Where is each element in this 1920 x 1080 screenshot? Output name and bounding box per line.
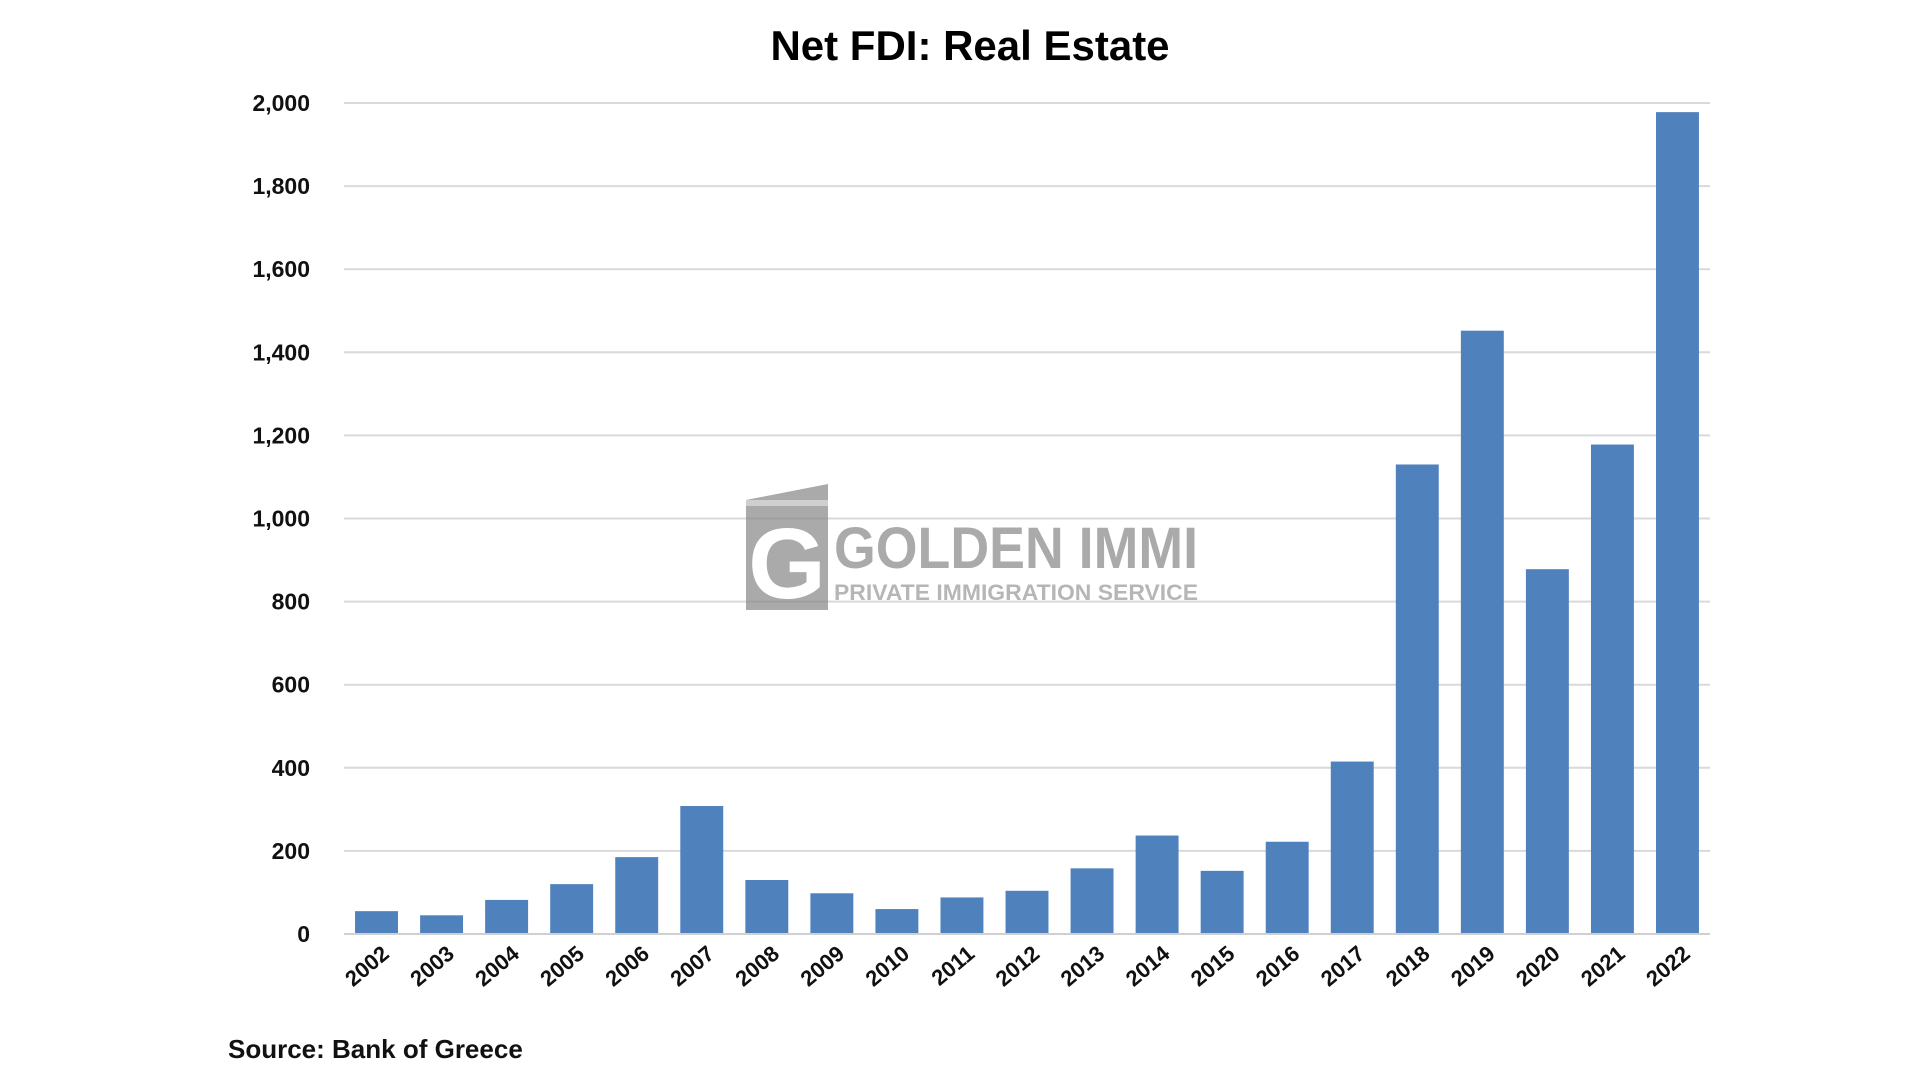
x-tick-label: 2007 [665, 941, 719, 992]
bar-2006 [615, 857, 659, 934]
chart-title: Net FDI: Real Estate [770, 22, 1169, 69]
gridlines [344, 102, 1710, 852]
x-tick-label: 2017 [1316, 941, 1370, 992]
bar-2022 [1656, 112, 1699, 935]
bar-2012 [1005, 890, 1049, 934]
bar-2015 [1200, 870, 1244, 934]
watermark-brand: GOLDEN IMMI [834, 516, 1198, 581]
x-tick-label: 2003 [405, 941, 459, 992]
y-tick-label: 400 [272, 755, 310, 781]
x-tick-label: 2010 [861, 941, 915, 992]
x-tick-label: 2004 [470, 940, 524, 991]
x-tick-label: 2011 [927, 941, 980, 991]
y-tick-label: 800 [272, 589, 310, 615]
bar-2004 [485, 899, 529, 934]
y-tick-label: 1,400 [252, 339, 310, 365]
x-tick-label: 2009 [796, 941, 850, 992]
bar-2021 [1590, 444, 1634, 934]
x-tick-label: 2012 [991, 941, 1045, 992]
x-tick-label: 2014 [1121, 940, 1175, 991]
x-tick-label: 2016 [1251, 941, 1305, 992]
bar-2005 [550, 884, 594, 934]
x-tick-label: 2022 [1641, 941, 1695, 992]
y-tick-label: 0 [297, 921, 310, 947]
bar-2016 [1265, 841, 1309, 934]
x-tick-label: 2021 [1576, 941, 1630, 992]
y-tick-label: 1,200 [252, 422, 310, 448]
x-axis-ticks: 2002 2003 2004 2005 2006 2007 2008 2009 2010 2011… [340, 940, 1695, 991]
bar-2007 [680, 806, 724, 934]
bar-2014 [1135, 835, 1179, 934]
y-axis-ticks: 0 200 400 600 800 1,000 1,200 1,400 1,600 1,800 2,… [252, 90, 310, 947]
bar-2010 [875, 909, 919, 934]
y-tick-label: 1,600 [252, 256, 310, 282]
x-tick-label: 2008 [730, 941, 784, 992]
bar-2020 [1525, 569, 1569, 934]
bars [355, 112, 1699, 935]
x-tick-label: 2019 [1446, 941, 1500, 992]
watermark-logo: G GOLDEN IMMI PRIVATE IMMIGRATION SERVIC… [746, 484, 1198, 620]
watermark-tagline: PRIVATE IMMIGRATION SERVICE [834, 580, 1198, 605]
x-tick-label: 2015 [1186, 941, 1240, 992]
y-tick-label: 1,800 [252, 173, 310, 199]
bar-2011 [940, 897, 984, 934]
bar-2018 [1395, 464, 1439, 934]
watermark-logo-letter: G [748, 508, 826, 620]
x-tick-label: 2005 [535, 941, 589, 992]
x-tick-label: 2020 [1511, 941, 1565, 992]
bar-2013 [1070, 868, 1114, 934]
source-note: Source: Bank of Greece [228, 1034, 523, 1064]
bar-2017 [1330, 761, 1374, 934]
y-tick-label: 2,000 [252, 90, 310, 116]
y-tick-label: 1,000 [252, 506, 310, 532]
x-tick-label: 2013 [1056, 941, 1110, 992]
bar-2003 [420, 915, 464, 934]
y-tick-label: 200 [272, 838, 310, 864]
bar-2019 [1460, 330, 1504, 935]
bar-2009 [810, 893, 854, 934]
x-tick-label: 2002 [340, 941, 394, 992]
bar-2002 [355, 911, 398, 934]
bar-2008 [745, 879, 789, 934]
x-tick-label: 2006 [600, 941, 654, 992]
y-tick-label: 600 [272, 672, 310, 698]
x-tick-label: 2018 [1381, 941, 1435, 992]
